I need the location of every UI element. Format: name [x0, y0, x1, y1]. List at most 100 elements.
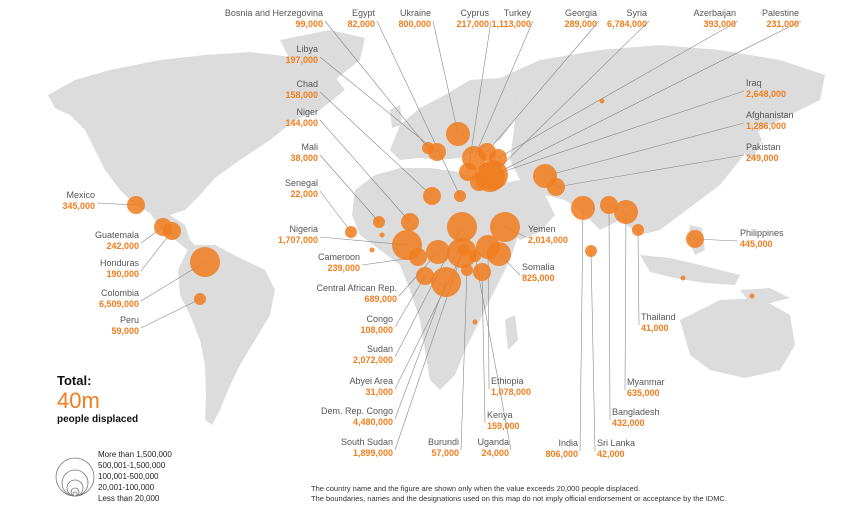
- country-name-label: Ethiopia: [491, 376, 524, 386]
- leader-line: [608, 204, 611, 421]
- bubble-congo: [416, 267, 434, 285]
- country-name-label: India: [558, 438, 578, 448]
- country-value-label: 1,707,000: [278, 235, 318, 245]
- bubble-honduras: [163, 222, 181, 240]
- bubble-egypt: [454, 190, 466, 202]
- country-value-label: 217,000: [456, 19, 489, 29]
- country-name-label: Philippines: [740, 228, 784, 238]
- bubble-mexico: [127, 196, 145, 214]
- leader-line: [376, 20, 461, 197]
- leader-line: [319, 119, 411, 223]
- country-value-label: 38,000: [290, 153, 318, 163]
- leader-line: [473, 20, 534, 159]
- country-value-label: 432,000: [612, 418, 645, 428]
- country-value-label: 22,000: [290, 189, 318, 199]
- country-value-label: 159,000: [487, 421, 520, 431]
- country-value-label: 239,000: [327, 263, 360, 273]
- leader-line: [478, 20, 802, 183]
- country-value-label: 800,000: [398, 19, 431, 29]
- total-label: Total:: [57, 373, 92, 388]
- bubble-abyei-area: [458, 244, 470, 256]
- legend-item: 500,001-1,500,000: [98, 461, 166, 470]
- country-value-label: 242,000: [106, 241, 139, 251]
- bubble-mali: [373, 216, 385, 228]
- country-name-label: Bangladesh: [612, 407, 660, 417]
- country-value-label: 1,899,000: [353, 448, 393, 458]
- country-name-label: Libya: [296, 44, 318, 54]
- bubble-uganda: [469, 250, 481, 262]
- country-name-label: Colombia: [101, 288, 139, 298]
- leader-line: [460, 269, 468, 451]
- country-name-label: Syria: [626, 8, 647, 18]
- country-name-label: Bosnia and Herzegovina: [225, 8, 323, 18]
- country-name-label: Kenya: [487, 410, 513, 420]
- leader-line: [544, 122, 745, 177]
- country-value-label: 806,000: [545, 449, 578, 459]
- country-name-label: Azerbaijan: [693, 8, 736, 18]
- country-name-label: Ukraine: [400, 8, 431, 18]
- bubble-niger: [401, 213, 419, 231]
- bubble-small: [369, 247, 375, 253]
- country-name-label: Thailand: [641, 312, 676, 322]
- bubble-small: [379, 232, 385, 238]
- bubble-small: [680, 275, 686, 281]
- south-america-landmass: [178, 245, 275, 425]
- country-value-label: 231,000: [766, 19, 799, 29]
- bubble-small: [472, 319, 478, 325]
- legend-circle-xs: [72, 491, 78, 497]
- bubble-small: [599, 98, 605, 104]
- bubble-small: [749, 293, 755, 299]
- country-name-label: Mali: [301, 142, 318, 152]
- leader-line: [489, 20, 650, 178]
- bubble-cameroon: [409, 248, 427, 266]
- bubble-myanmar: [614, 200, 638, 224]
- country-name-label: Cyprus: [460, 8, 489, 18]
- country-name-label: Afghanistan: [746, 110, 794, 120]
- country-name-label: Guatemala: [95, 230, 139, 240]
- leader-line: [324, 20, 429, 149]
- bubble-burundi: [461, 264, 473, 276]
- uk-landmass: [390, 105, 402, 128]
- footnote-line: The country name and the figure are show…: [311, 484, 640, 493]
- country-name-label: Peru: [120, 315, 139, 325]
- japan-landmass: [745, 125, 762, 160]
- country-value-label: 1,286,000: [746, 121, 786, 131]
- bubble-colombia: [190, 247, 220, 277]
- country-value-label: 393,000: [703, 19, 736, 29]
- bubble-philippines: [686, 230, 704, 248]
- madagascar-landmass: [505, 315, 518, 350]
- leader-line: [497, 20, 739, 159]
- bubble-central-african-rep-: [426, 240, 450, 264]
- bubble-bosnia-and-herzegovina: [422, 142, 434, 154]
- bubble-georgia: [478, 143, 496, 161]
- displacement-bubbles: [127, 98, 755, 325]
- bubble-india: [571, 196, 595, 220]
- country-value-label: 4,480,000: [353, 417, 393, 427]
- country-name-label: Nigeria: [289, 224, 318, 234]
- country-value-label: 2,072,000: [353, 355, 393, 365]
- country-value-label: 57,000: [431, 448, 459, 458]
- asia-landmass: [500, 45, 825, 235]
- country-value-label: 158,000: [285, 90, 318, 100]
- country-value-label: 6,509,000: [99, 299, 139, 309]
- greenland-landmass: [280, 30, 365, 80]
- country-name-label: Dem. Rep. Congo: [321, 406, 393, 416]
- bubble-ukraine: [446, 122, 470, 146]
- country-name-label: Mexico: [66, 190, 95, 200]
- country-name-label: Burundi: [428, 437, 459, 447]
- leader-line: [624, 211, 627, 391]
- country-name-label: Palestine: [762, 8, 799, 18]
- leader-line: [474, 255, 512, 451]
- country-name-label: Yemen: [528, 224, 556, 234]
- country-value-label: 2,648,000: [746, 89, 786, 99]
- leader-line: [319, 56, 438, 153]
- country-value-label: 689,000: [364, 294, 397, 304]
- country-name-label: Niger: [296, 107, 318, 117]
- country-value-label: 190,000: [106, 269, 139, 279]
- country-value-label: 445,000: [740, 239, 773, 249]
- country-value-label: 1,113,000: [491, 19, 531, 29]
- bubble-chad: [423, 187, 441, 205]
- country-value-label: 24,000: [481, 448, 509, 458]
- country-name-label: Uganda: [477, 437, 509, 447]
